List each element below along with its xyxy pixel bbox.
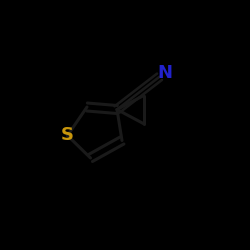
Text: S: S [61, 126, 74, 144]
Text: N: N [158, 64, 172, 82]
